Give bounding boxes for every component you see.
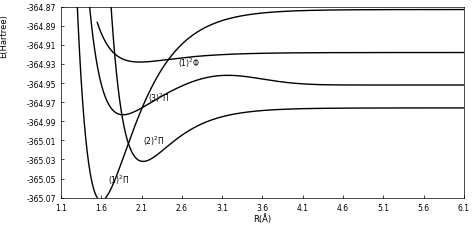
- Text: $(1)^2\Pi$: $(1)^2\Pi$: [108, 173, 129, 186]
- Text: $(3)^2\Pi$: $(3)^2\Pi$: [148, 91, 169, 105]
- Text: $(2)^2\Pi$: $(2)^2\Pi$: [143, 134, 164, 148]
- Text: $(1)^2\Phi$: $(1)^2\Phi$: [178, 56, 200, 69]
- X-axis label: R(Å): R(Å): [253, 213, 272, 223]
- Y-axis label: E(Hartree): E(Hartree): [0, 14, 9, 58]
